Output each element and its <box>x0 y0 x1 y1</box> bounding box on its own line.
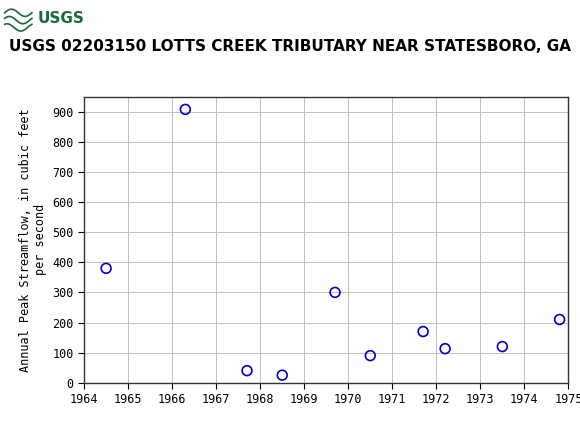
Text: USGS: USGS <box>38 11 85 26</box>
Point <box>102 265 111 272</box>
Text: USGS 02203150 LOTTS CREEK TRIBUTARY NEAR STATESBORO, GA: USGS 02203150 LOTTS CREEK TRIBUTARY NEAR… <box>9 39 571 54</box>
Point <box>331 289 340 296</box>
FancyBboxPatch shape <box>3 3 67 34</box>
Point <box>419 328 428 335</box>
Point <box>242 367 252 374</box>
Y-axis label: Annual Peak Streamflow, in cubic feet
per second: Annual Peak Streamflow, in cubic feet pe… <box>19 108 47 372</box>
Point <box>555 316 564 323</box>
Point <box>498 343 507 350</box>
Point <box>365 352 375 359</box>
Point <box>440 345 450 352</box>
Point <box>181 106 190 113</box>
Point <box>278 372 287 379</box>
